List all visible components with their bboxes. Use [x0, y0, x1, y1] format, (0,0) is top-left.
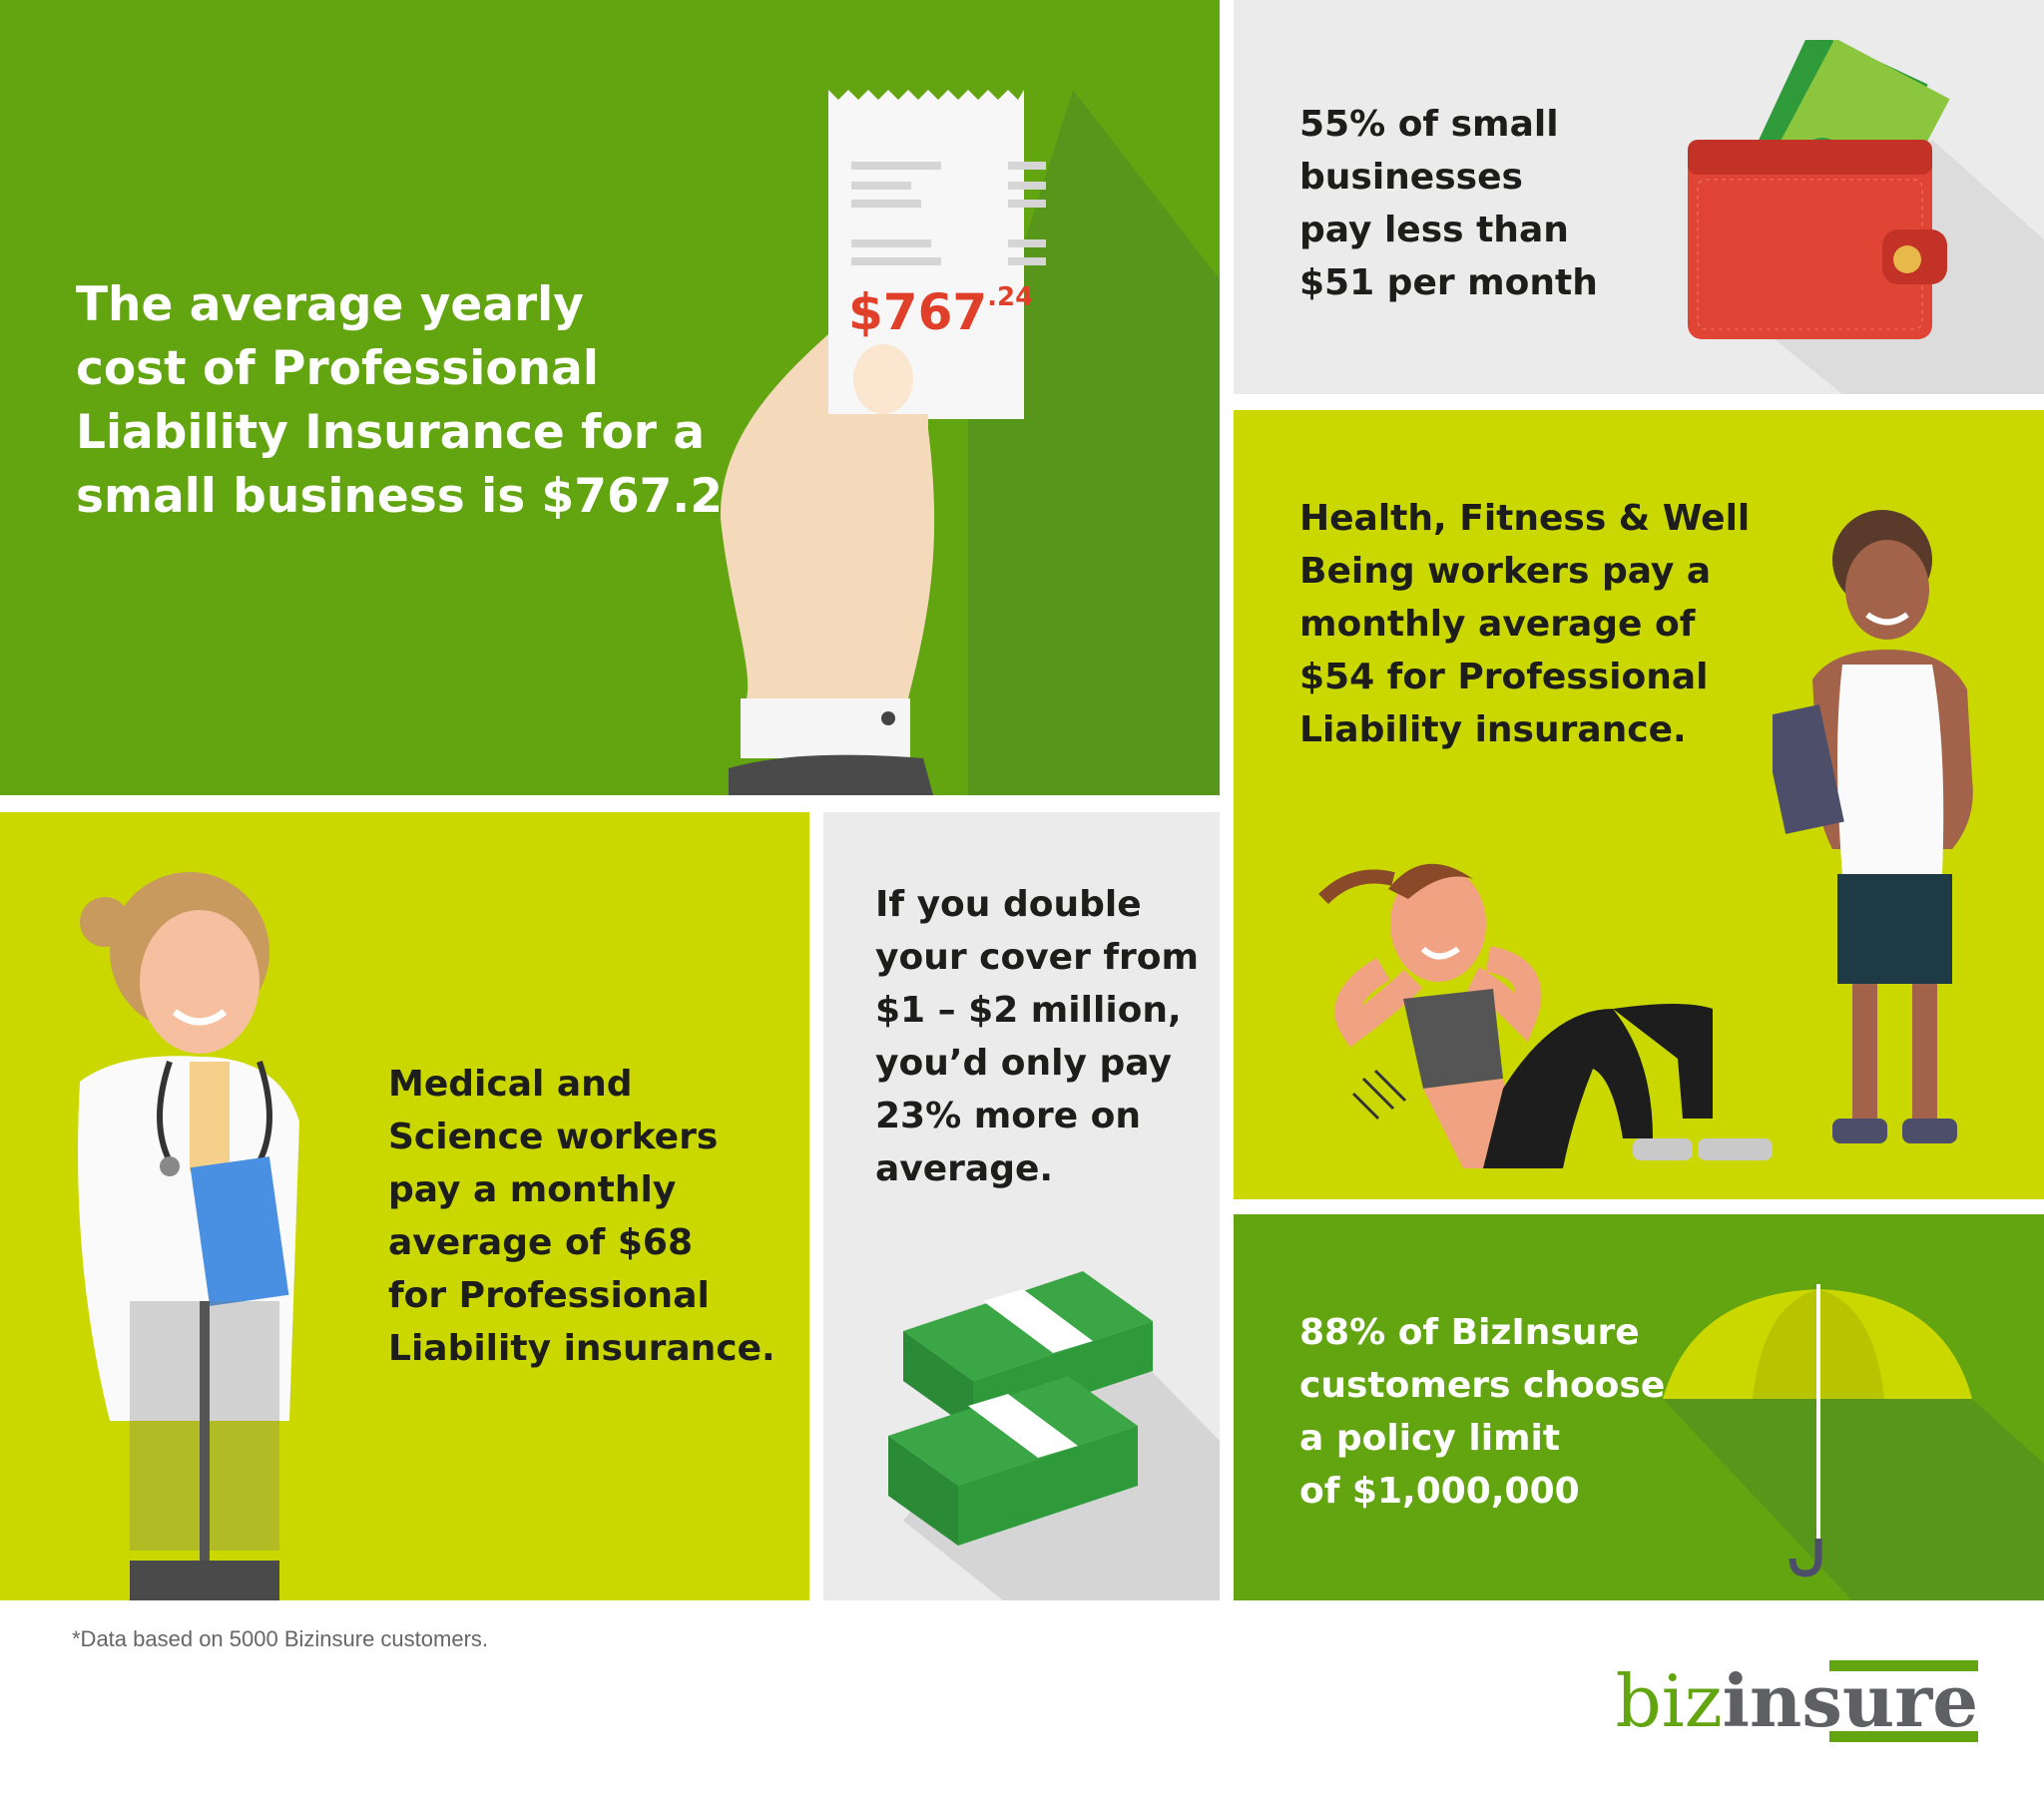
- receipt-price: $767.24: [848, 282, 1033, 341]
- umbrella-icon: [1663, 1284, 2044, 1600]
- health-fitness-panel: Health, Fitness & Well Being workers pay…: [1234, 410, 2044, 1199]
- health-fitness-text: Health, Fitness & Well Being workers pay…: [1299, 498, 1751, 750]
- footnote: *Data based on 5000 Bizinsure customers.: [72, 1626, 489, 1651]
- average-cost-panel: The average yearly cost of Professional …: [0, 0, 1220, 795]
- logo-insure: insure: [1722, 1658, 1978, 1743]
- policy-limit-panel: 88% of BizInsure customers choose a poli…: [1234, 1214, 2044, 1600]
- trainer-icon: [1773, 510, 1973, 1143]
- logo-insure-wrap: insure: [1723, 1646, 1978, 1756]
- double-cover-text: If you double your cover from $1 – $2 mi…: [875, 884, 1200, 1189]
- bizinsure-logo: biz insure: [1616, 1646, 1978, 1756]
- average-cost-text: The average yearly cost of Professional …: [76, 277, 756, 524]
- policy-limit-text: 88% of BizInsure customers choose a poli…: [1299, 1312, 1666, 1512]
- logo-bar-bottom: [1829, 1731, 1978, 1742]
- receipt-amount: $767: [848, 283, 987, 341]
- situp-woman-icon: [1318, 863, 1773, 1168]
- doctor-icon: [78, 872, 299, 1600]
- money-stacks-icon: [888, 1271, 1220, 1600]
- receipt-hand-icon: $767.24: [720, 90, 1220, 795]
- small-business-text: 55% of small businesses pay less than $5…: [1299, 104, 1598, 303]
- medical-science-panel: Medical and Science workers pay a monthl…: [0, 812, 809, 1600]
- double-cover-panel: If you double your cover from $1 – $2 mi…: [823, 812, 1220, 1600]
- small-business-panel: 55% of small businesses pay less than $5…: [1234, 0, 2044, 394]
- logo-biz: biz: [1615, 1659, 1723, 1743]
- medical-science-text: Medical and Science workers pay a monthl…: [388, 1064, 775, 1369]
- wallet-cash-icon: [1688, 40, 2044, 394]
- logo-bar-top: [1829, 1660, 1978, 1671]
- receipt-cents: .24: [987, 282, 1033, 312]
